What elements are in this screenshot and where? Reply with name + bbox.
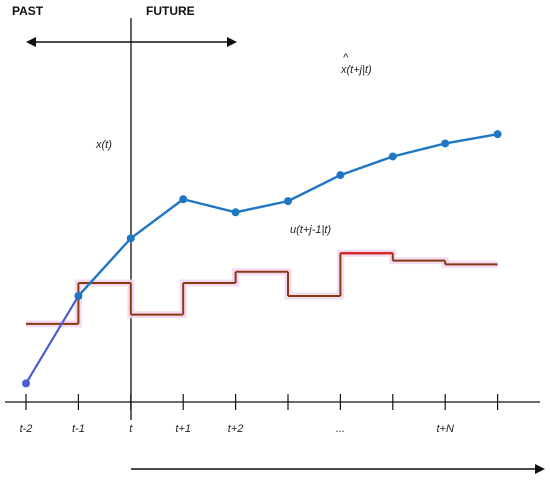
time-axis-tick-labels: t-2 t-1 t t+1 t+2... t+N xyxy=(20,423,454,435)
future-label: FUTURE xyxy=(146,4,195,18)
tick-label: t+2 xyxy=(228,423,244,435)
control-sequence-label: u(t+j-1|t) xyxy=(290,224,331,236)
tick-label: t-1 xyxy=(72,423,85,435)
tick-label: t xyxy=(129,423,133,435)
state-point xyxy=(74,291,83,300)
state-trajectory xyxy=(22,130,502,388)
control-signal xyxy=(26,249,498,328)
state-point xyxy=(493,130,502,139)
state-point xyxy=(22,379,30,388)
tick-label: ... xyxy=(336,423,345,435)
state-point xyxy=(441,139,450,148)
state-point xyxy=(388,152,397,161)
past-label: PAST xyxy=(12,4,44,18)
state-point xyxy=(284,197,292,206)
state-predicted-hat: ^ xyxy=(343,52,349,64)
state-segment-past xyxy=(25,295,80,384)
state-point xyxy=(126,234,135,243)
time-axis-ticks xyxy=(25,394,499,410)
state-point xyxy=(179,195,188,204)
state-predicted-label: x(t+j|t) xyxy=(340,64,372,76)
tick-label: t+N xyxy=(436,423,453,435)
state-point xyxy=(336,171,345,180)
prediction-horizon-arrow xyxy=(131,464,545,474)
control-glow xyxy=(26,249,498,328)
state-point xyxy=(231,208,240,217)
tick-label: t-2 xyxy=(20,423,33,435)
tick-label: t+1 xyxy=(175,423,191,435)
state-current-label: x(t) xyxy=(95,139,112,151)
